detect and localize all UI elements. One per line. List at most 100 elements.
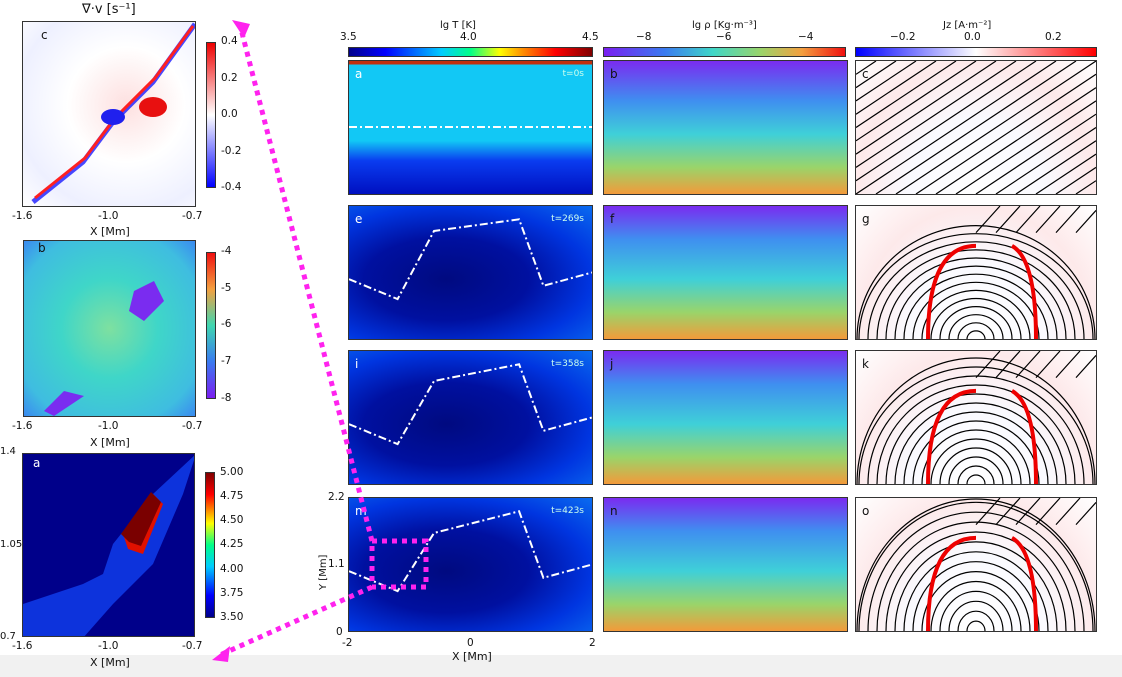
field-line	[1055, 498, 1081, 526]
field-line	[975, 498, 1001, 526]
field-line	[939, 590, 1013, 631]
panel-label: k	[862, 357, 869, 371]
cbar-tick: 3.5	[340, 31, 357, 43]
panel-c: c	[855, 60, 1097, 195]
x-axis-label: X [Mm]	[452, 650, 492, 663]
cbar-tick: 4.0	[460, 31, 477, 43]
field-line	[903, 411, 1049, 484]
field-line	[912, 281, 1040, 339]
x-tick: -1.6	[12, 210, 33, 222]
field-line	[867, 375, 1085, 484]
field-line	[948, 314, 1004, 339]
cbar-tick: 4.00	[220, 563, 244, 575]
y-tick: 0.7	[0, 631, 16, 642]
field-line	[903, 551, 1049, 631]
panel-n: n	[603, 497, 848, 632]
cbar-tick: -6	[221, 318, 232, 330]
x-tick: -0.7	[182, 640, 203, 652]
cbar-tick: 4.75	[220, 490, 244, 502]
cbar-tick: −4	[798, 31, 814, 43]
field-line	[1055, 206, 1081, 234]
panel-label: a	[355, 67, 363, 81]
window-bottom-strip	[0, 655, 1122, 677]
panel-i: i t=358s	[348, 350, 593, 485]
panel-label: a	[33, 456, 41, 470]
panel-label: b	[38, 241, 46, 255]
colorbar-temperature	[348, 47, 593, 57]
panel-label: i	[355, 357, 359, 371]
field-line	[856, 61, 977, 142]
panel-label: n	[610, 504, 618, 518]
field-line	[856, 61, 1037, 182]
field-line	[885, 531, 1067, 631]
panel-label: o	[862, 504, 870, 518]
field-line	[885, 393, 1067, 484]
field-line	[1075, 180, 1096, 194]
panel-label: m	[355, 504, 367, 518]
x-tick: -1.0	[98, 640, 119, 652]
x-tick: 0	[467, 637, 474, 649]
field-line	[1055, 351, 1081, 379]
colorbar-density	[603, 47, 846, 57]
field-line	[894, 541, 1058, 631]
panel-e: e t=269s	[348, 205, 593, 340]
field-line	[867, 511, 1085, 631]
field-line	[930, 297, 1022, 339]
field-line	[858, 501, 1094, 631]
panel-g: g	[855, 205, 1097, 340]
panel-b: b	[603, 60, 848, 195]
cbar-tick: -5	[221, 282, 232, 294]
field-line	[885, 257, 1067, 339]
x-tick: -1.0	[98, 210, 119, 222]
cbar-tick: 4.50	[220, 514, 244, 526]
field-line	[995, 498, 1021, 526]
field-line	[1075, 355, 1096, 379]
panel-o: o	[855, 497, 1097, 632]
field-line	[856, 61, 1017, 168]
field-line	[966, 330, 986, 339]
panel-c-title: ∇·v [s⁻¹]	[82, 2, 136, 17]
cbar-tick: -0.2	[221, 145, 242, 157]
field-line	[957, 465, 995, 484]
panel-f: f	[603, 205, 848, 340]
field-line	[995, 127, 1096, 194]
field-line	[975, 206, 1001, 234]
field-line	[975, 351, 1001, 379]
cbar-tick: 3.50	[220, 611, 244, 623]
field-line	[856, 61, 957, 128]
x-tick: -0.7	[182, 210, 203, 222]
field-line	[858, 366, 1094, 484]
field-line	[939, 447, 1013, 484]
colorbar-current	[855, 47, 1097, 57]
x-tick: 2	[589, 637, 596, 649]
y-tick: 2.2	[328, 491, 345, 503]
x-tick: -1.6	[12, 640, 33, 652]
y-tick: 1.4	[0, 446, 16, 457]
field-line	[930, 438, 1022, 484]
field-line	[995, 206, 1021, 234]
cbar-tick: -4	[221, 245, 232, 257]
field-line	[856, 61, 917, 102]
field-line	[995, 351, 1021, 379]
panel-label: f	[610, 212, 615, 226]
cbar-tick: 4.5	[582, 31, 599, 43]
boundary-line	[349, 363, 592, 446]
field-line	[948, 600, 1004, 631]
field-line	[876, 384, 1076, 484]
cbar-tick: 5.00	[220, 466, 244, 478]
field-line	[876, 521, 1076, 631]
x-axis-label: X [Mm]	[90, 436, 130, 449]
boundary-line	[349, 218, 592, 301]
panel-j: j	[603, 350, 848, 485]
cbar-tick: 0.2	[1045, 31, 1062, 43]
field-line	[858, 233, 1094, 339]
cbar-tick: 3.75	[220, 587, 244, 599]
field-line	[939, 306, 1013, 339]
field-line	[856, 225, 1096, 339]
field-line	[957, 610, 995, 631]
panel-b-density-map: b	[23, 240, 196, 417]
time-label: t=423s	[551, 506, 584, 516]
cbar-tick: 0.4	[221, 35, 238, 47]
colorbar-temperature-zoom	[205, 472, 215, 618]
panel-label: j	[610, 357, 614, 371]
